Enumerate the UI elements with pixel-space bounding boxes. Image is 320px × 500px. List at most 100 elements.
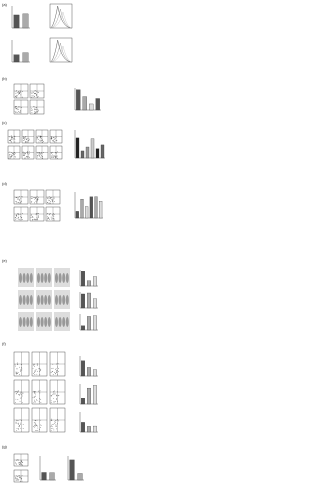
dot xyxy=(35,200,37,202)
dot xyxy=(36,137,38,138)
bar xyxy=(22,13,29,29)
dot xyxy=(25,153,26,154)
dot xyxy=(53,201,55,202)
dot xyxy=(58,395,59,397)
dot xyxy=(54,156,56,158)
dot xyxy=(32,92,34,94)
dot xyxy=(37,135,39,137)
panel-label: (e) xyxy=(2,258,8,263)
bar xyxy=(87,426,91,433)
dot xyxy=(38,109,39,111)
dot xyxy=(53,213,54,214)
dot xyxy=(15,218,17,219)
dot xyxy=(40,402,42,404)
dot xyxy=(38,152,40,153)
dot xyxy=(16,108,17,109)
dot xyxy=(30,215,32,217)
dot xyxy=(33,364,35,366)
dot xyxy=(49,197,51,199)
dot xyxy=(17,423,19,425)
dot xyxy=(16,372,17,374)
dot xyxy=(19,462,21,463)
panel-label: (c) xyxy=(2,120,7,125)
dot xyxy=(55,420,56,421)
dot xyxy=(51,155,52,157)
dot xyxy=(51,426,53,427)
figure: (a) (b) (c) (d) (e) (f) (g) xyxy=(0,0,143,500)
dot xyxy=(48,202,50,204)
mouse xyxy=(58,295,62,305)
dot xyxy=(35,219,36,221)
dot xyxy=(33,426,35,427)
dot xyxy=(34,419,36,421)
dot xyxy=(14,478,16,479)
dot xyxy=(16,202,18,204)
dot xyxy=(34,370,36,371)
dot xyxy=(51,196,53,198)
dot xyxy=(15,93,17,94)
bar xyxy=(75,137,80,159)
dot xyxy=(11,155,13,156)
dot xyxy=(37,91,39,93)
dot xyxy=(24,137,26,139)
dot xyxy=(19,475,20,477)
dot xyxy=(50,197,52,199)
dot xyxy=(37,427,39,429)
dot xyxy=(16,368,18,369)
dot xyxy=(39,137,41,139)
dot xyxy=(18,199,20,201)
mouse xyxy=(22,317,26,327)
dot xyxy=(55,152,57,154)
dot xyxy=(21,96,23,98)
mouse xyxy=(47,317,51,327)
dot xyxy=(8,157,10,159)
dot xyxy=(55,368,57,369)
dot xyxy=(17,112,18,114)
image-panel xyxy=(36,312,52,331)
dot xyxy=(33,426,35,428)
dot xyxy=(16,215,17,216)
dot xyxy=(14,136,15,138)
bar xyxy=(94,196,98,219)
dot xyxy=(36,202,37,204)
dot xyxy=(19,92,20,94)
dot xyxy=(15,201,17,202)
dot xyxy=(11,141,12,143)
dot xyxy=(14,139,16,140)
dot xyxy=(39,428,40,430)
dot xyxy=(16,196,18,198)
image-panel xyxy=(18,268,34,287)
dot xyxy=(50,372,52,373)
bar xyxy=(76,89,81,111)
dot xyxy=(16,390,17,392)
dot xyxy=(50,424,52,426)
dot xyxy=(14,364,16,366)
dot xyxy=(24,136,26,138)
dot xyxy=(37,429,39,431)
dot xyxy=(15,108,16,110)
dot xyxy=(20,397,22,399)
dot xyxy=(37,198,39,200)
dot xyxy=(38,215,39,217)
dot xyxy=(20,369,22,371)
dot xyxy=(15,419,17,421)
dot xyxy=(22,151,24,153)
dot xyxy=(30,110,32,111)
dot xyxy=(36,94,38,96)
dot xyxy=(49,219,51,220)
dot xyxy=(54,372,55,373)
dot xyxy=(55,426,57,427)
bar xyxy=(93,276,97,287)
dot xyxy=(52,151,54,153)
dot xyxy=(34,219,35,221)
dot xyxy=(48,196,50,197)
dot xyxy=(23,153,25,155)
dot xyxy=(56,371,58,373)
dot xyxy=(18,217,20,219)
dot xyxy=(55,153,57,155)
dot xyxy=(34,401,36,403)
dot xyxy=(15,96,17,98)
dot xyxy=(21,402,23,403)
dot xyxy=(15,391,17,392)
dot xyxy=(34,106,35,108)
